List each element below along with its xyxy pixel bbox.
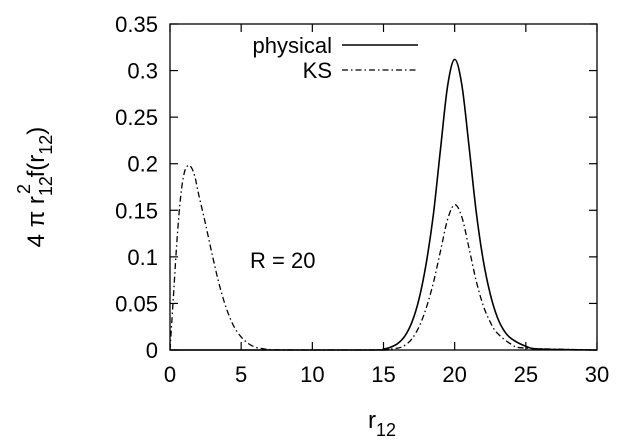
- y-tick-label: 0.05: [115, 291, 158, 316]
- y-tick-label: 0.1: [127, 245, 158, 270]
- series-line-physical: [170, 58, 598, 351]
- plot-frame: [169, 23, 598, 351]
- y-tick-label: 0: [146, 338, 158, 363]
- x-tick-label: 20: [442, 362, 466, 387]
- y-tick-label: 0.3: [127, 59, 158, 84]
- y-axis-ticks: 0 0.05 0.1 0.15 0.2 0.25 0.3 0.35: [115, 12, 597, 363]
- series-layer: [169, 58, 598, 351]
- y-tick-label: 0.25: [115, 105, 158, 130]
- y-tick-label: 0.2: [127, 152, 158, 177]
- legend: physical KS: [253, 33, 418, 83]
- legend-label-ks: KS: [303, 58, 332, 83]
- x-axis-title: r12: [368, 407, 396, 440]
- series-line-ks: [169, 164, 598, 351]
- x-tick-label: 15: [371, 362, 395, 387]
- x-axis-ticks: 0 5 10 15 20 25 30: [164, 24, 609, 387]
- x-tick-label: 5: [235, 362, 247, 387]
- y-tick-label: 0.15: [115, 198, 158, 223]
- x-tick-label: 30: [585, 362, 609, 387]
- legend-label-physical: physical: [253, 33, 332, 58]
- x-tick-label: 25: [514, 362, 538, 387]
- y-axis-title: 4 π r122 f(r12): [14, 127, 56, 248]
- x-tick-label: 10: [300, 362, 324, 387]
- y-tick-label: 0.35: [115, 12, 158, 37]
- annotation-text: R = 20: [250, 248, 315, 273]
- x-tick-label: 0: [164, 362, 176, 387]
